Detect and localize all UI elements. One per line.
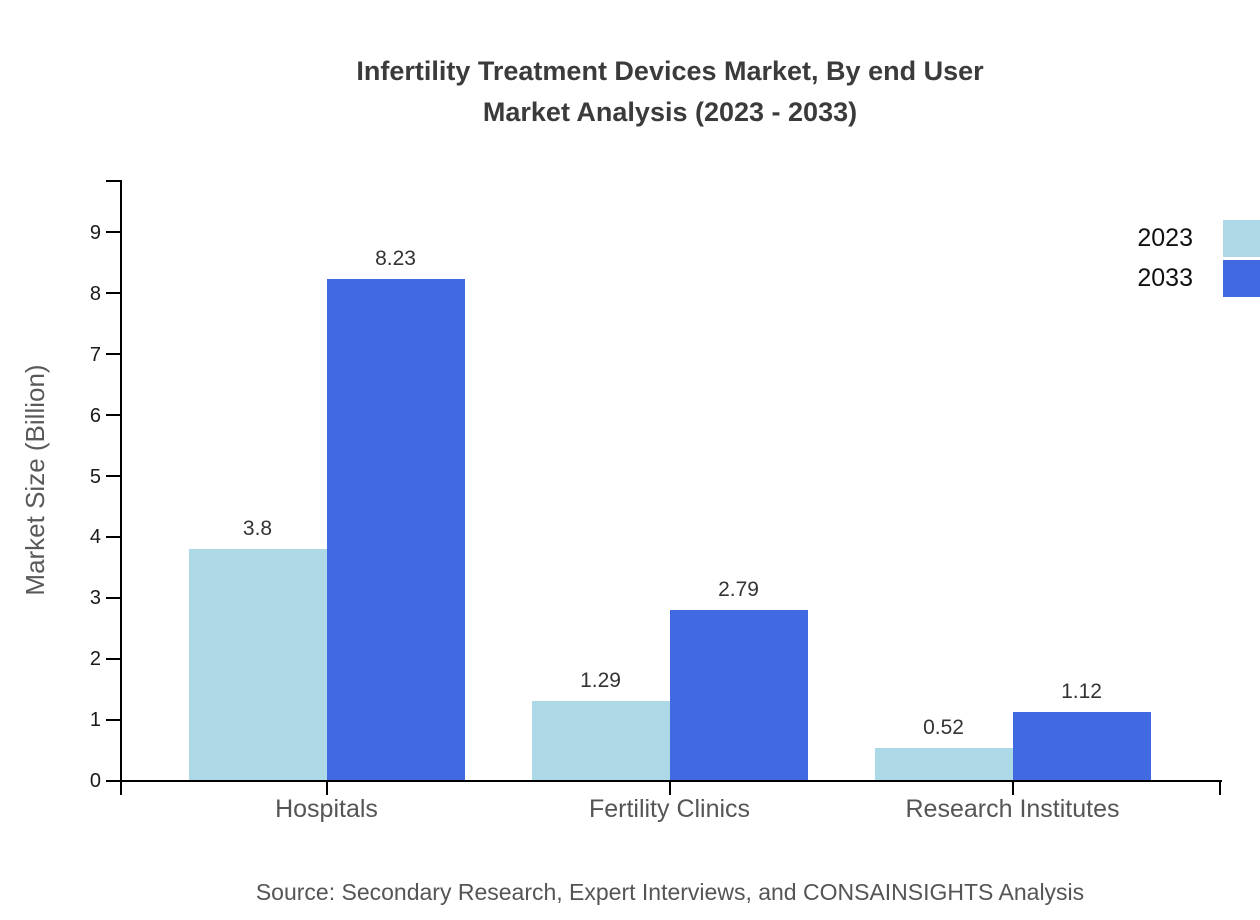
y-tick-mark (106, 779, 121, 782)
y-tick-label: 7 (89, 343, 101, 366)
x-axis-line (120, 780, 1222, 782)
legend-label-2033: 2033 (1137, 264, 1193, 292)
y-tick-label: 1 (89, 709, 101, 732)
y-tick-label: 3 (89, 587, 101, 610)
y-tick-mark (106, 657, 121, 660)
bar-2033-hospitals (326, 278, 465, 780)
y-axis-end-tick (106, 180, 121, 182)
legend-row-2023: 2023 (1137, 220, 1260, 257)
bar-2033-fertility-clinics (669, 610, 808, 780)
x-axis-end-tick (1219, 780, 1221, 795)
y-tick-label: 8 (89, 282, 101, 305)
bar-2023-hospitals (188, 548, 327, 780)
chart-title: Infertility Treatment Devices Market, By… (118, 51, 1222, 133)
x-tick-mark (668, 780, 671, 795)
legend-swatch-2033 (1223, 260, 1260, 297)
x-tick-mark (1011, 780, 1014, 795)
y-tick-mark (106, 596, 121, 599)
bar-value-label-2023-hospitals: 3.8 (242, 516, 273, 540)
category-label-research-institutes: Research Institutes (905, 795, 1120, 823)
y-tick-mark (106, 231, 121, 234)
bar-2033-research-institutes (1012, 711, 1151, 780)
y-tick-mark (106, 414, 121, 417)
y-tick-label: 9 (89, 221, 101, 244)
bar-value-label-2033-research-institutes: 1.12 (1061, 679, 1102, 703)
y-tick-mark (106, 475, 121, 478)
category-label-hospitals: Hospitals (275, 795, 378, 823)
category-label-fertility-clinics: Fertility Clinics (588, 795, 751, 823)
bar-value-label-2023-fertility-clinics: 1.29 (580, 669, 621, 693)
source-attribution: Source: Secondary Research, Expert Inter… (255, 879, 1085, 905)
y-tick-label: 2 (89, 648, 101, 671)
y-tick-label: 6 (89, 404, 101, 427)
legend-row-2033: 2033 (1137, 260, 1260, 297)
y-tick-label: 5 (89, 465, 101, 488)
legend-label-2023: 2023 (1137, 224, 1193, 252)
y-tick-mark (106, 535, 121, 538)
y-tick-mark (106, 292, 121, 295)
y-axis-line (120, 180, 122, 795)
legend: 2023 2033 (1137, 220, 1260, 300)
legend-swatch-2023 (1223, 220, 1260, 257)
chart-title-line-1: Infertility Treatment Devices Market, By… (356, 56, 984, 86)
y-tick-label: 0 (89, 770, 101, 792)
bar-value-label-2033-hospitals: 8.23 (375, 246, 416, 270)
y-tick-mark (106, 353, 121, 356)
chart-title-line-2: Market Analysis (2023 - 2033) (482, 97, 858, 127)
x-tick-mark (325, 780, 328, 795)
y-tick-mark (106, 718, 121, 721)
bar-value-label-2023-research-institutes: 0.52 (923, 716, 964, 740)
bar-2023-fertility-clinics (531, 701, 670, 780)
y-tick-label: 4 (89, 526, 101, 549)
bar-value-label-2033-fertility-clinics: 2.79 (718, 578, 759, 602)
bar-2023-research-institutes (874, 748, 1013, 780)
